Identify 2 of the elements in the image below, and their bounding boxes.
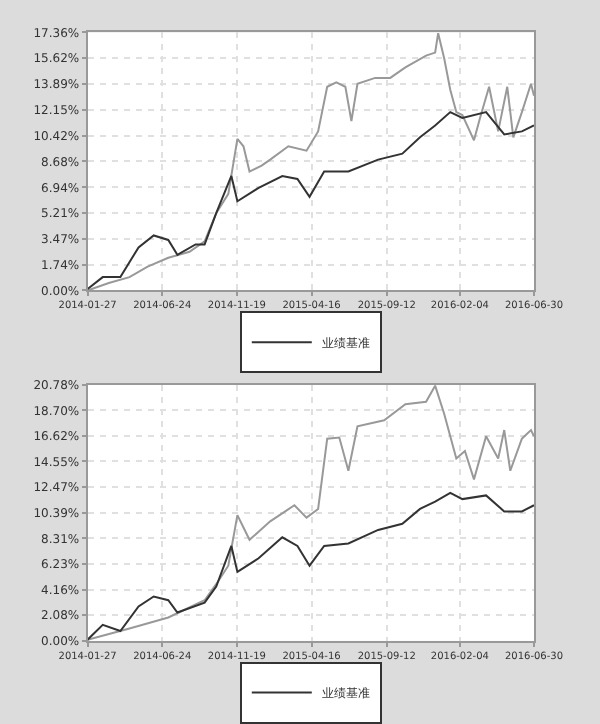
line-series [87,491,534,641]
line-series [87,111,534,290]
